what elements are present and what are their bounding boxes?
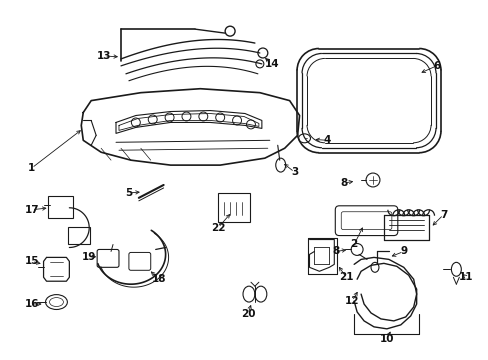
Text: 12: 12 [344,296,359,306]
Text: 7: 7 [439,210,446,220]
Text: 10: 10 [379,334,393,344]
Text: 3: 3 [290,167,298,177]
Text: 14: 14 [264,59,279,69]
Text: 6: 6 [432,61,439,71]
Text: 9: 9 [399,247,407,256]
Text: 8: 8 [340,178,347,188]
Text: 16: 16 [24,299,39,309]
Text: 13: 13 [97,51,111,61]
Text: 15: 15 [24,256,39,266]
Text: 18: 18 [151,274,165,284]
Text: 8: 8 [332,247,339,256]
Text: 2: 2 [350,239,357,249]
Text: 11: 11 [458,272,472,282]
Text: 1: 1 [28,163,35,173]
Text: 20: 20 [240,309,255,319]
Text: 21: 21 [338,272,353,282]
Text: 19: 19 [82,252,96,262]
Text: 17: 17 [24,205,39,215]
Text: 22: 22 [210,222,225,233]
Text: 4: 4 [323,135,330,145]
Text: 5: 5 [125,188,132,198]
